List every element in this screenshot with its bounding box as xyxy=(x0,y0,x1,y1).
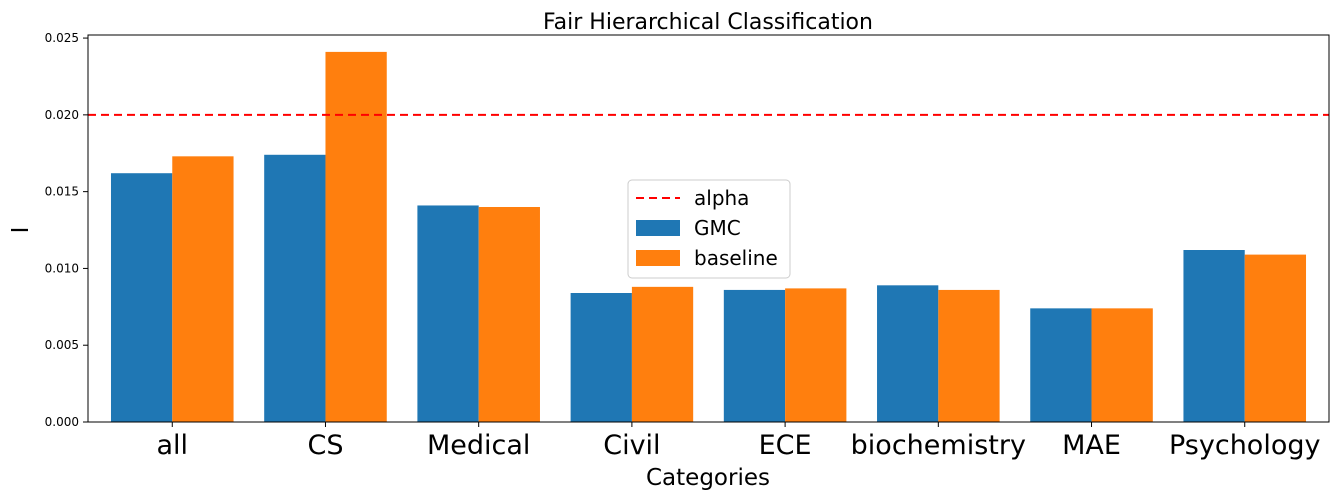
legend-alpha-label: alpha xyxy=(694,186,749,210)
x-tick-label-psychology: Psychology xyxy=(1169,430,1320,461)
x-tick-label-medical: Medical xyxy=(427,430,530,461)
bar-baseline-biochemistry xyxy=(938,289,1000,422)
bar-gmc-civil xyxy=(570,293,632,422)
y-tick-label: 0.010 xyxy=(45,261,79,275)
legend-gmc-swatch xyxy=(636,220,680,236)
y-axis-label: I xyxy=(8,227,34,234)
legend-baseline-swatch xyxy=(636,250,680,266)
bar-baseline-psychology xyxy=(1244,254,1307,422)
x-tick-label-all: all xyxy=(156,430,188,461)
x-axis: all CS Medical Civil ECE biochemistry MAE Psych… xyxy=(156,422,1320,461)
bar-baseline-all xyxy=(172,156,234,423)
bar-gmc-medical xyxy=(417,205,479,422)
y-tick-label: 0.015 xyxy=(45,185,79,199)
bar-gmc-psychology xyxy=(1183,250,1245,422)
bar-gmc-all xyxy=(110,173,173,422)
x-tick-label-cs: CS xyxy=(307,430,343,461)
bars-group xyxy=(110,51,1307,423)
bar-gmc-mae xyxy=(1030,308,1092,422)
legend-gmc-label: GMC xyxy=(694,216,741,240)
x-tick-label-biochemistry: biochemistry xyxy=(851,430,1026,461)
bar-baseline-medical xyxy=(478,207,540,422)
x-axis-label: Categories xyxy=(646,465,770,491)
bar-baseline-mae xyxy=(1091,308,1153,422)
x-tick-label-mae: MAE xyxy=(1062,430,1121,461)
bar-gmc-biochemistry xyxy=(877,285,939,422)
x-tick-label-ece: ECE xyxy=(759,430,812,461)
x-tick-label-civil: Civil xyxy=(603,430,660,461)
bar-baseline-cs xyxy=(325,51,387,423)
bar-gmc-cs xyxy=(264,154,326,423)
bar-baseline-civil xyxy=(631,286,694,422)
bar-gmc-ece xyxy=(723,289,786,422)
legend: alpha GMC baseline xyxy=(627,179,791,279)
plot-frame xyxy=(87,34,1330,423)
legend-baseline-label: baseline xyxy=(694,246,778,270)
chart-title: Fair Hierarchical Classification xyxy=(543,10,873,35)
y-tick-label: 0.005 xyxy=(45,338,79,352)
y-tick-label: 0.020 xyxy=(45,108,79,122)
y-tick-label: 0.025 xyxy=(45,31,79,45)
y-tick-label: 0.000 xyxy=(45,415,79,429)
bar-baseline-ece xyxy=(785,288,847,422)
y-axis: 0.000 0.005 0.010 0.015 0.020 0.025 xyxy=(45,31,88,429)
